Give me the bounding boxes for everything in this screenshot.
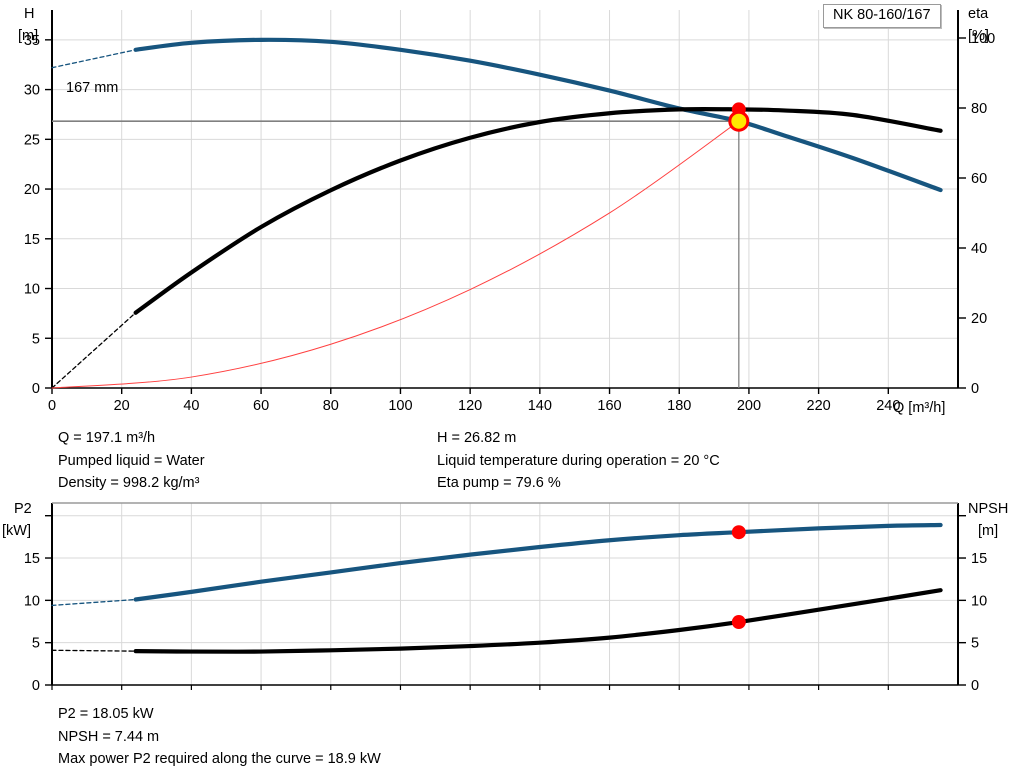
top-left-axis-title: H bbox=[24, 6, 34, 22]
svg-text:180: 180 bbox=[667, 398, 691, 414]
svg-text:5: 5 bbox=[32, 331, 40, 347]
svg-text:15: 15 bbox=[24, 551, 40, 567]
top-right-axis-title: eta bbox=[968, 6, 989, 22]
svg-text:200: 200 bbox=[737, 398, 761, 414]
svg-text:40: 40 bbox=[971, 241, 987, 257]
duty-point-head-marker[interactable] bbox=[730, 112, 748, 130]
top-left-axis-unit: [m] bbox=[18, 28, 38, 44]
duty-point-power-marker[interactable] bbox=[732, 525, 746, 539]
bottom-right-axis-title: NPSH bbox=[968, 501, 1008, 517]
svg-text:10: 10 bbox=[24, 593, 40, 609]
power-npsh-chart: 0 5 10 15 0 5 10 15 P2 [kW] NPSH [m] bbox=[0, 495, 1024, 705]
svg-text:60: 60 bbox=[253, 398, 269, 414]
svg-text:100: 100 bbox=[388, 398, 412, 414]
svg-text:15: 15 bbox=[971, 551, 987, 567]
svg-text:0: 0 bbox=[32, 381, 40, 397]
svg-text:5: 5 bbox=[32, 636, 40, 652]
svg-text:60: 60 bbox=[971, 171, 987, 187]
duty-info-left: Q = 197.1 m³/h Pumped liquid = Water Den… bbox=[58, 427, 205, 495]
svg-text:120: 120 bbox=[458, 398, 482, 414]
svg-text:40: 40 bbox=[183, 398, 199, 414]
svg-text:80: 80 bbox=[971, 101, 987, 117]
head-efficiency-chart: 0204060801001201401601802002202400510152… bbox=[0, 0, 1024, 420]
pump-model-label: NK 80-160/167 bbox=[823, 4, 941, 28]
bottom-right-axis-unit: [m] bbox=[978, 523, 998, 539]
svg-text:220: 220 bbox=[807, 398, 831, 414]
duty-info-temperature: Liquid temperature during operation = 20… bbox=[437, 450, 720, 473]
duty-point-npsh-marker[interactable] bbox=[732, 615, 746, 629]
power-info-block: P2 = 18.05 kW NPSH = 7.44 m Max power P2… bbox=[58, 703, 381, 771]
svg-text:0: 0 bbox=[48, 398, 56, 414]
top-chart-ticks: 0204060801001201401601802002202400510152… bbox=[24, 31, 995, 414]
svg-text:10: 10 bbox=[971, 593, 987, 609]
svg-text:0: 0 bbox=[971, 381, 979, 397]
svg-text:160: 160 bbox=[597, 398, 621, 414]
duty-info-head: H = 26.82 m bbox=[437, 427, 720, 450]
duty-info-eta: Eta pump = 79.6 % bbox=[437, 472, 720, 495]
bottom-left-axis-unit: [kW] bbox=[2, 523, 31, 539]
top-right-axis-unit: [%] bbox=[968, 28, 989, 44]
duty-info-density: Density = 998.2 kg/m³ bbox=[58, 472, 205, 495]
bottom-left-axis-title: P2 bbox=[14, 501, 32, 517]
svg-text:5: 5 bbox=[971, 636, 979, 652]
svg-text:140: 140 bbox=[528, 398, 552, 414]
power-info-maxpower: Max power P2 required along the curve = … bbox=[58, 748, 381, 771]
svg-text:20: 20 bbox=[24, 182, 40, 198]
svg-text:20: 20 bbox=[114, 398, 130, 414]
duty-info-liquid: Pumped liquid = Water bbox=[58, 450, 205, 473]
bottom-chart-curves bbox=[52, 525, 941, 652]
impeller-size-label: 167 mm bbox=[66, 80, 118, 96]
svg-text:30: 30 bbox=[24, 83, 40, 99]
top-x-axis-title: Q [m³/h] bbox=[893, 400, 945, 416]
svg-text:25: 25 bbox=[24, 132, 40, 148]
svg-text:0: 0 bbox=[971, 678, 979, 694]
svg-text:80: 80 bbox=[323, 398, 339, 414]
svg-text:10: 10 bbox=[24, 282, 40, 298]
duty-info-right: H = 26.82 m Liquid temperature during op… bbox=[437, 427, 720, 495]
svg-text:15: 15 bbox=[24, 232, 40, 248]
top-chart-curves bbox=[52, 40, 941, 388]
power-info-npsh: NPSH = 7.44 m bbox=[58, 726, 381, 749]
power-info-p2: P2 = 18.05 kW bbox=[58, 703, 381, 726]
svg-text:0: 0 bbox=[32, 678, 40, 694]
pump-curve-sheet: 0204060801001201401601802002202400510152… bbox=[0, 0, 1024, 781]
svg-text:20: 20 bbox=[971, 311, 987, 327]
duty-info-flow: Q = 197.1 m³/h bbox=[58, 427, 205, 450]
